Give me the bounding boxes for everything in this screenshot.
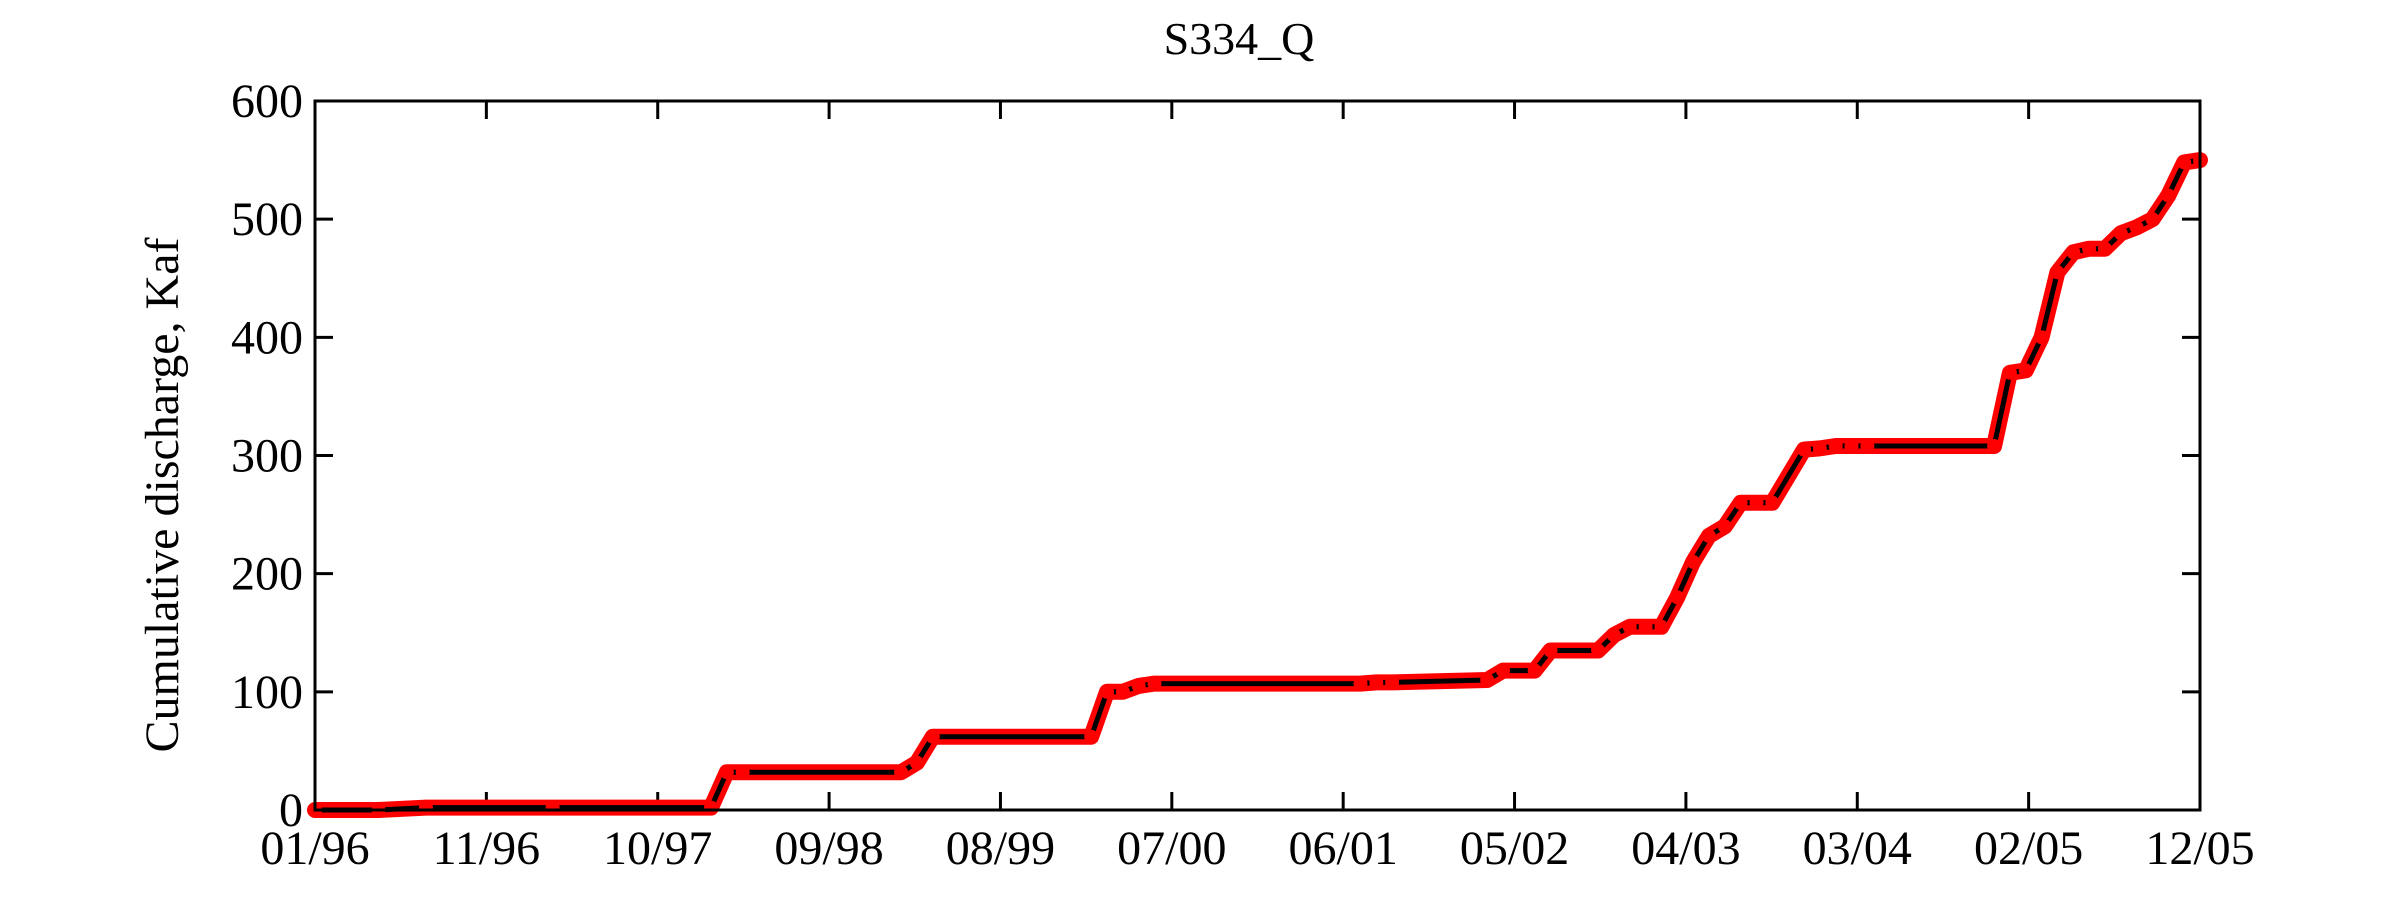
data-point [1591, 643, 1606, 658]
y-tick-label: 0 [279, 784, 303, 837]
data-point [1385, 675, 1400, 690]
data-point [1654, 619, 1669, 634]
data-point [1622, 619, 1637, 634]
data-point [2161, 188, 2176, 203]
data-point [2002, 365, 2017, 380]
data-point [704, 800, 718, 815]
data-point [2145, 212, 2160, 227]
y-tick-label: 600 [231, 75, 303, 128]
data-point [719, 765, 734, 780]
data-point [2098, 241, 2112, 256]
y-tick-label: 300 [231, 430, 303, 483]
data-point [1115, 684, 1130, 699]
series-markers [307, 152, 2208, 818]
x-tick-label: 02/05 [1974, 822, 2083, 875]
data-point [1147, 676, 1162, 691]
data-point [1670, 590, 1685, 605]
data-point [1987, 439, 2002, 453]
data-point [909, 755, 924, 770]
data-point [1480, 673, 1495, 687]
data-point [925, 729, 940, 744]
data-point [2082, 241, 2097, 256]
y-axis-label: Cumulative discharge, Kaf [136, 238, 189, 753]
data-point [2177, 155, 2192, 170]
data-point [2113, 226, 2128, 241]
data-point [545, 800, 560, 815]
x-tick-label: 10/97 [603, 822, 712, 875]
x-tick-label: 03/04 [1803, 822, 1912, 875]
x-tick-label: 09/98 [774, 822, 883, 875]
data-point [2018, 363, 2033, 378]
data-point [735, 765, 750, 780]
x-tick-label: 06/01 [1289, 822, 1398, 875]
data-point [1797, 442, 1811, 457]
data-point [1686, 554, 1701, 569]
data-point [1828, 439, 1843, 453]
data-point [894, 765, 909, 780]
data-point [1844, 439, 1859, 453]
data-point [1527, 663, 1542, 678]
x-tick-label: 01/96 [260, 822, 369, 875]
x-tick-label: 05/02 [1460, 822, 1569, 875]
y-tick-label: 400 [231, 311, 303, 364]
data-point [1353, 676, 1368, 691]
data-point [1701, 528, 1716, 543]
data-point [2050, 265, 2065, 280]
data-point [418, 800, 433, 815]
y-tick-label: 200 [231, 548, 303, 601]
data-point [1100, 684, 1114, 699]
x-tick-label: 04/03 [1631, 822, 1740, 875]
data-point [1749, 495, 1764, 510]
plot-frame [313, 99, 2202, 812]
data-point [1369, 675, 1384, 690]
axis-ticks [313, 99, 2202, 812]
data-point [1638, 619, 1653, 634]
data-point [1543, 643, 1558, 658]
data-point [2066, 245, 2081, 260]
x-tick-label: 12/05 [2145, 822, 2254, 875]
chart-title: S334_Q [1164, 13, 1315, 64]
data-point [1765, 495, 1780, 510]
data-point [2129, 220, 2144, 235]
series-layer [307, 152, 2208, 818]
data-point [1812, 441, 1827, 456]
data-point [1084, 729, 1099, 744]
data-point [1860, 439, 1875, 453]
data-point [1717, 519, 1732, 534]
data-point [1733, 495, 1748, 510]
y-tick-label: 100 [231, 666, 303, 719]
x-tick-label: 11/96 [433, 822, 541, 875]
data-point [1606, 628, 1621, 643]
x-tick-label: 07/00 [1117, 822, 1226, 875]
x-tick-label: 08/99 [946, 822, 1055, 875]
data-point [2034, 330, 2049, 345]
axis-tick-labels: 0 100 200 300 400 500 600 01/96 11/96 10/97 09/98 0… [231, 75, 2255, 875]
series-line [312, 157, 2203, 813]
y-tick-label: 500 [231, 193, 303, 246]
data-point [1496, 663, 1510, 678]
data-point [1131, 678, 1146, 693]
